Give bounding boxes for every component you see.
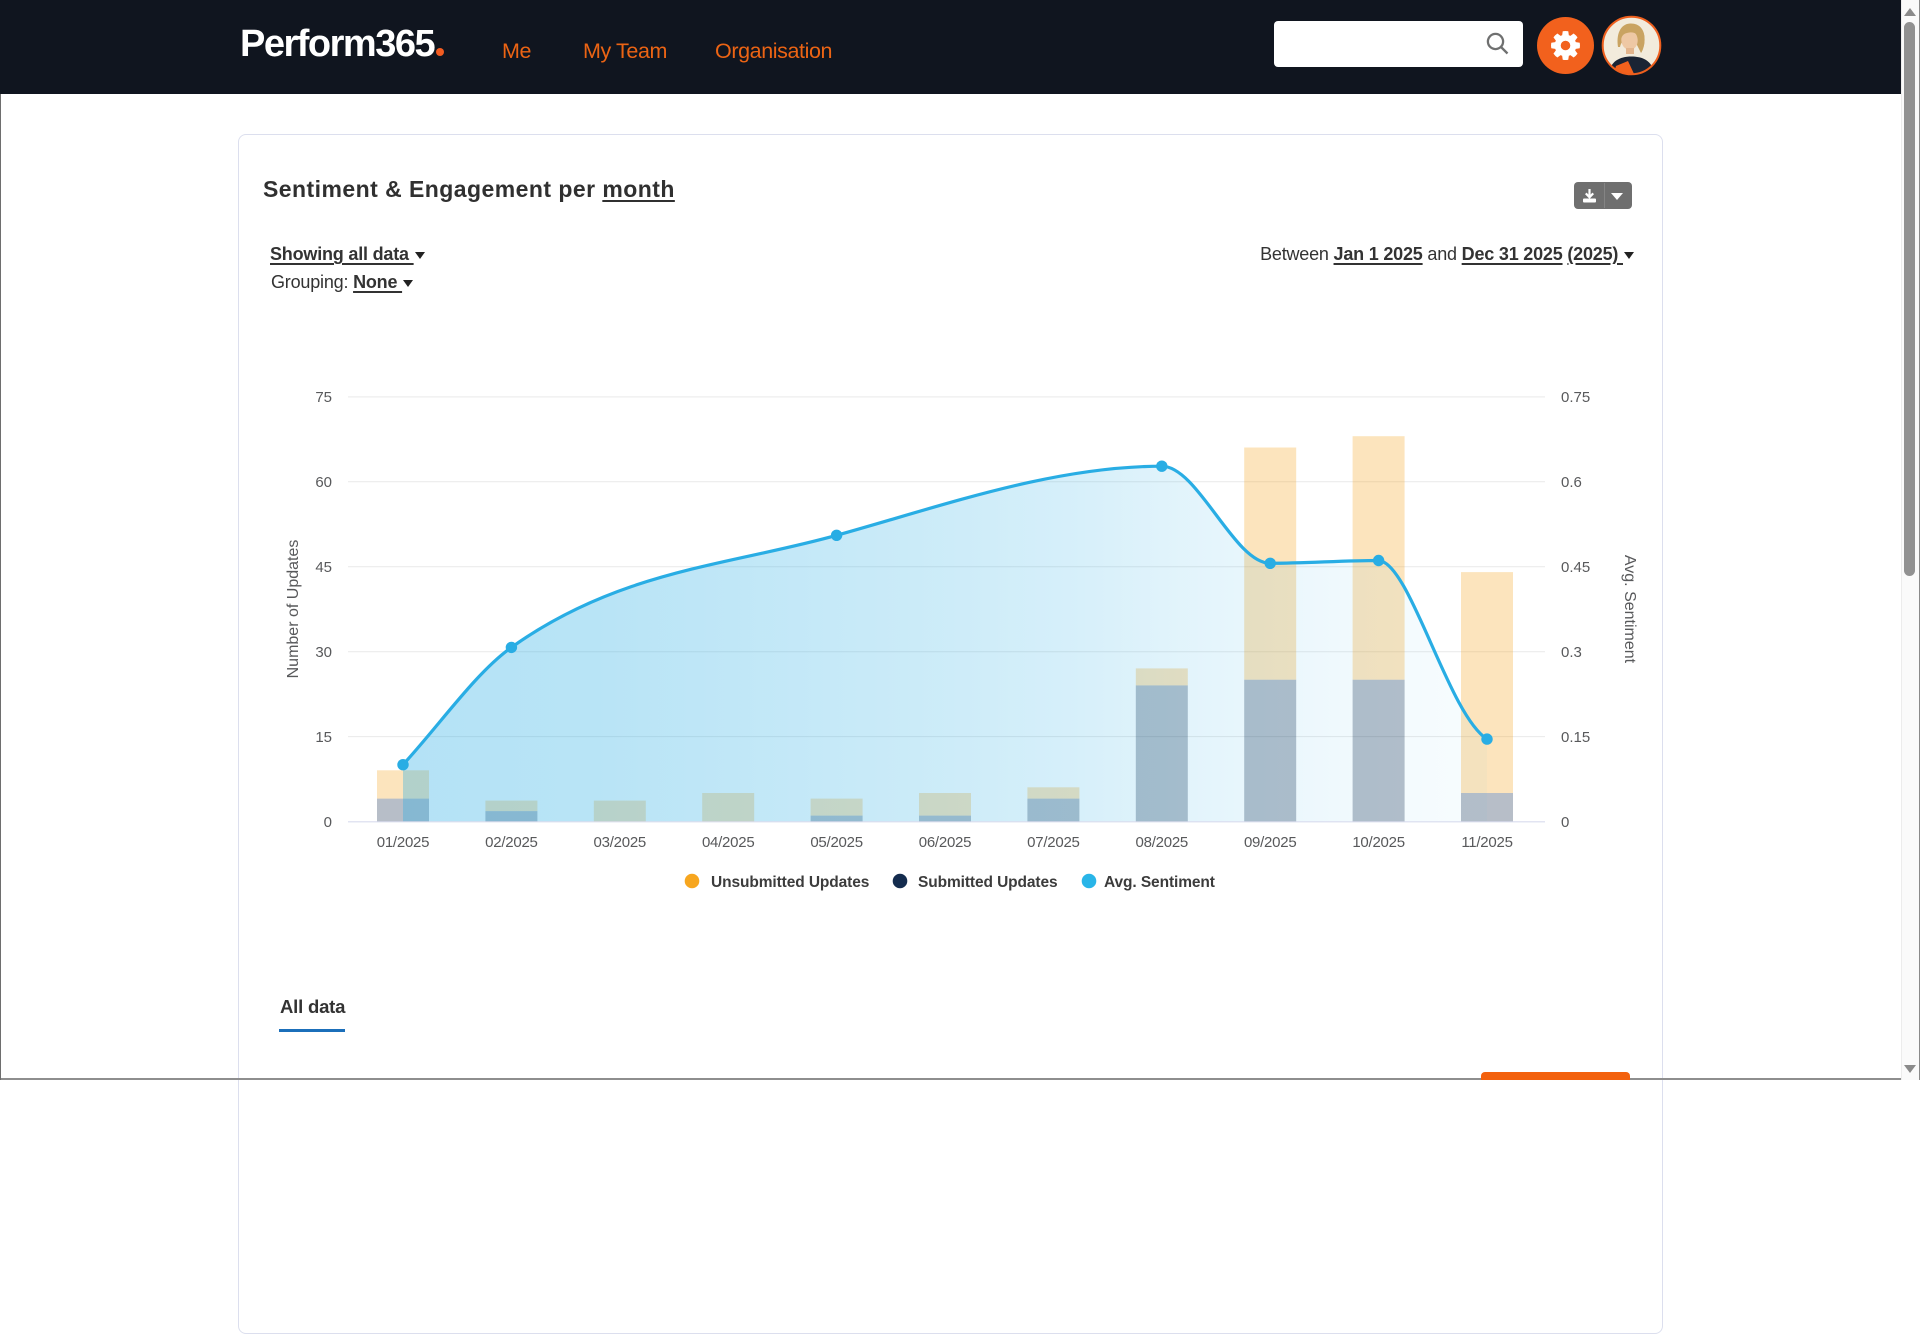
svg-text:30: 30 (315, 644, 332, 661)
svg-text:0.15: 0.15 (1561, 729, 1590, 746)
svg-text:60: 60 (315, 474, 332, 491)
svg-text:75: 75 (315, 389, 332, 406)
svg-text:10/2025: 10/2025 (1352, 834, 1404, 851)
svg-text:Unsubmitted Updates: Unsubmitted Updates (711, 874, 869, 891)
svg-text:04/2025: 04/2025 (702, 834, 754, 851)
svg-text:Submitted Updates: Submitted Updates (918, 874, 1058, 891)
svg-text:0.3: 0.3 (1561, 644, 1582, 661)
svg-text:15: 15 (315, 729, 332, 746)
svg-text:Avg. Sentiment: Avg. Sentiment (1621, 555, 1638, 664)
svg-text:03/2025: 03/2025 (594, 834, 646, 851)
svg-text:08/2025: 08/2025 (1136, 834, 1188, 851)
svg-text:45: 45 (315, 559, 332, 576)
svg-text:05/2025: 05/2025 (810, 834, 862, 851)
svg-text:0.45: 0.45 (1561, 559, 1590, 576)
svg-text:02/2025: 02/2025 (485, 834, 537, 851)
svg-text:0.75: 0.75 (1561, 389, 1590, 406)
svg-text:01/2025: 01/2025 (377, 834, 429, 851)
svg-text:11/2025: 11/2025 (1461, 834, 1512, 851)
svg-text:06/2025: 06/2025 (919, 834, 971, 851)
svg-text:09/2025: 09/2025 (1244, 834, 1296, 851)
svg-text:07/2025: 07/2025 (1027, 834, 1079, 851)
svg-text:0.6: 0.6 (1561, 474, 1582, 491)
svg-text:0: 0 (1561, 814, 1569, 831)
svg-text:0: 0 (324, 814, 332, 831)
svg-text:Avg. Sentiment: Avg. Sentiment (1104, 874, 1215, 891)
svg-text:Number of Updates: Number of Updates (285, 540, 302, 679)
